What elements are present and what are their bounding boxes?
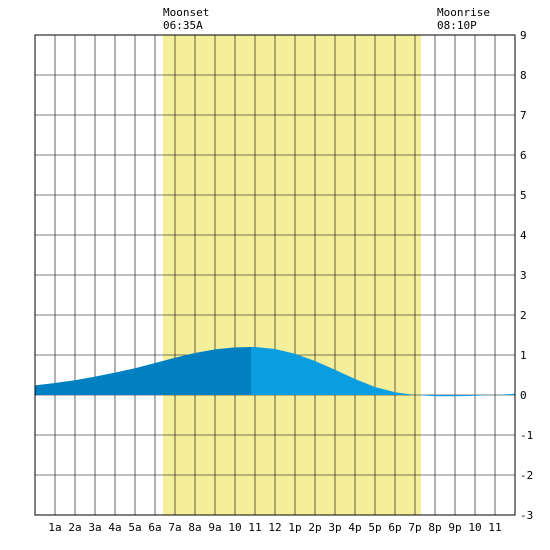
tide-area-falling [251,347,515,397]
y-tick-label: 8 [520,69,527,82]
moonrise-label: Moonrise [437,6,490,19]
y-axis-tick-labels: 9 8 7 6 5 4 3 2 1 0 -1 -2 -3 [520,29,533,522]
y-tick-label: -1 [520,429,533,442]
plot-border [34,34,516,516]
x-tick-label: 1a [48,521,61,534]
x-tick-label: 1p [288,521,301,534]
x-tick-label: 2p [308,521,321,534]
y-tick-label: 3 [520,269,527,282]
x-tick-label: 2a [68,521,81,534]
y-tick-label: 1 [520,349,527,362]
x-tick-label: 5a [128,521,141,534]
x-tick-label: 12 [268,521,281,534]
x-tick-label: 10 [228,521,241,534]
x-tick-label: 11 [248,521,261,534]
x-tick-label: 3p [328,521,341,534]
y-tick-label: 4 [520,229,527,242]
x-tick-label: 6a [148,521,161,534]
y-tick-label: 6 [520,149,527,162]
x-tick-label: 4a [108,521,121,534]
x-tick-label: 9a [208,521,221,534]
grid-lines [35,35,515,515]
x-tick-label: 7a [168,521,181,534]
moonset-time: 06:35A [163,19,203,32]
x-tick-label: 6p [388,521,401,534]
x-tick-label: 8p [428,521,441,534]
y-tick-label: -3 [520,509,533,522]
x-tick-label: 10 [468,521,481,534]
y-tick-label: 7 [520,109,527,122]
tide-area-rising [35,347,251,395]
x-tick-label: 7p [408,521,421,534]
y-tick-label: 2 [520,309,527,322]
x-tick-label: 4p [348,521,361,534]
moonset-label: Moonset [163,6,209,19]
y-tick-label: 0 [520,389,527,402]
x-axis-tick-labels: 1a 2a 3a 4a 5a 6a 7a 8a 9a 10 11 12 1p 2p 3p 4p 5p 6p 7p 8p… [48,521,501,534]
x-tick-label: 11 [488,521,501,534]
x-tick-label: 8a [188,521,201,534]
x-tick-label: 5p [368,521,381,534]
y-tick-label: 5 [520,189,527,202]
y-tick-label: -2 [520,469,533,482]
moonrise-time: 08:10P [437,19,477,32]
x-tick-label: 3a [88,521,101,534]
y-tick-label: 9 [520,29,527,42]
x-tick-label: 9p [448,521,461,534]
